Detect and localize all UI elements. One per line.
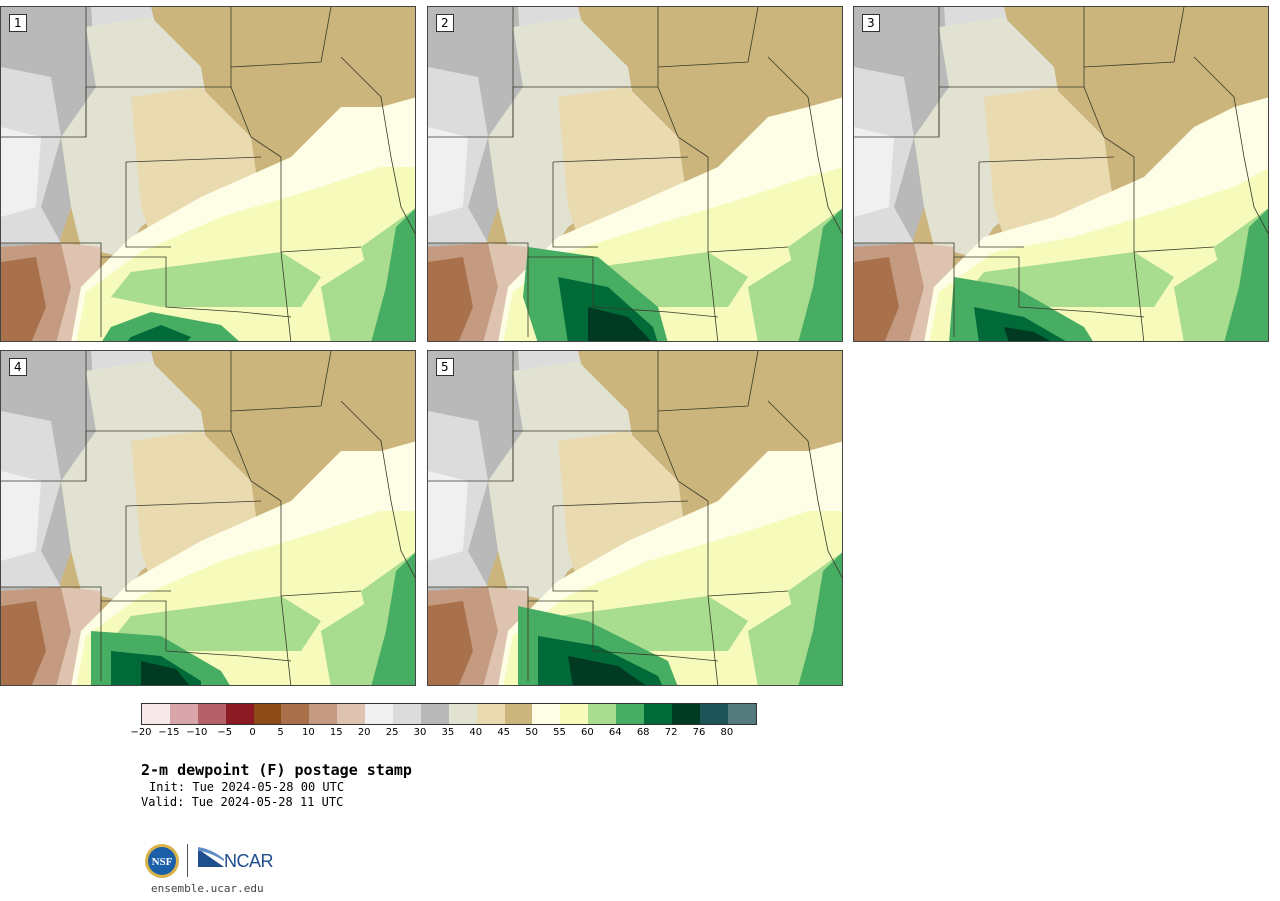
map-panel: 3 bbox=[853, 6, 1269, 342]
colorbar-tick-label: 40 bbox=[469, 727, 483, 738]
colorbar-tick-label: 0 bbox=[249, 727, 256, 738]
site-url: ensemble.ucar.edu bbox=[151, 882, 264, 895]
ncar-mark-icon bbox=[198, 847, 224, 867]
logo-divider bbox=[187, 844, 188, 877]
panel-number-label: 3 bbox=[862, 14, 880, 32]
colorbar-tick-label: −15 bbox=[158, 727, 180, 738]
nsf-logo: NSF bbox=[145, 844, 179, 878]
colorbar-swatch bbox=[169, 704, 198, 724]
colorbar-tick-label: 20 bbox=[357, 727, 371, 738]
panel-number-label: 1 bbox=[9, 14, 27, 32]
colorbar-tick-label: 68 bbox=[636, 727, 650, 738]
colorbar-tick-label: 60 bbox=[581, 727, 594, 738]
colorbar-swatch bbox=[365, 704, 394, 724]
colorbar-swatch bbox=[699, 704, 728, 724]
colorbar-tick-label: 76 bbox=[692, 727, 706, 738]
colorbar-swatch bbox=[448, 704, 477, 724]
colorbar-tick-label: 50 bbox=[525, 727, 538, 738]
colorbar-swatch bbox=[420, 704, 449, 724]
init-time: Init: Tue 2024-05-28 00 UTC bbox=[149, 780, 345, 794]
colorbar-tick-label: 5 bbox=[277, 727, 284, 738]
dewpoint-map bbox=[428, 7, 842, 341]
panel-number-label: 2 bbox=[436, 14, 454, 32]
colorbar-tick-label: 55 bbox=[553, 727, 566, 738]
map-panel: 5 bbox=[427, 350, 843, 686]
colorbar-swatch bbox=[309, 704, 338, 724]
colorbar-swatch bbox=[253, 704, 282, 724]
panel-number-label: 5 bbox=[436, 358, 454, 376]
colorbar-swatch bbox=[142, 704, 170, 724]
map-panel: 2 bbox=[427, 6, 843, 342]
colorbar-tick-label: 45 bbox=[497, 727, 511, 738]
dewpoint-map bbox=[1, 351, 415, 685]
colorbar-swatch bbox=[588, 704, 617, 724]
colorbar-tick-label: 80 bbox=[720, 727, 734, 738]
map-panel: 4 bbox=[0, 350, 416, 686]
colorbar-tick-label: 35 bbox=[441, 727, 455, 738]
nsf-logo-text: NSF bbox=[152, 856, 173, 868]
colorbar bbox=[141, 703, 757, 725]
dewpoint-map bbox=[1, 7, 415, 341]
dewpoint-map bbox=[854, 7, 1268, 341]
colorbar-swatch bbox=[671, 704, 700, 724]
chart-title: 2-m dewpoint (F) postage stamp bbox=[141, 761, 412, 779]
dewpoint-map bbox=[428, 351, 842, 685]
colorbar-tick-label: −10 bbox=[186, 727, 208, 738]
colorbar-swatch bbox=[393, 704, 421, 724]
valid-time: Valid: Tue 2024-05-28 11 UTC bbox=[141, 795, 344, 809]
panel-number-label: 4 bbox=[9, 358, 27, 376]
colorbar-tick-label: 25 bbox=[385, 727, 399, 738]
colorbar-swatch bbox=[644, 704, 672, 724]
colorbar-swatch bbox=[727, 704, 756, 724]
colorbar-swatch bbox=[476, 704, 505, 724]
ncar-logo-text: NCAR bbox=[224, 851, 274, 871]
colorbar-tick-label: 10 bbox=[302, 727, 315, 738]
colorbar-tick-label: 64 bbox=[608, 727, 622, 738]
colorbar-swatch bbox=[560, 704, 589, 724]
colorbar-tick-label: −20 bbox=[130, 727, 152, 738]
colorbar-tick-label: 72 bbox=[664, 727, 678, 738]
colorbar-swatch bbox=[337, 704, 366, 724]
colorbar-swatch bbox=[197, 704, 226, 724]
colorbar-ticks: −20 −15 −10 −5 0 5 10 15 20 25 30 35 40 45 50 55 60 64 68 7… bbox=[130, 727, 761, 741]
colorbar-swatch bbox=[616, 704, 645, 724]
colorbar-swatch bbox=[504, 704, 533, 724]
colorbar-tick-label: 30 bbox=[413, 727, 427, 738]
logo-group: NSF NCAR bbox=[144, 843, 284, 883]
colorbar-swatch bbox=[281, 704, 310, 724]
colorbar-swatch bbox=[532, 704, 561, 724]
map-panel: 1 bbox=[0, 6, 416, 342]
colorbar-tick-label: 15 bbox=[329, 727, 343, 738]
colorbar-swatch bbox=[225, 704, 254, 724]
colorbar-tick-label: −5 bbox=[217, 727, 233, 738]
